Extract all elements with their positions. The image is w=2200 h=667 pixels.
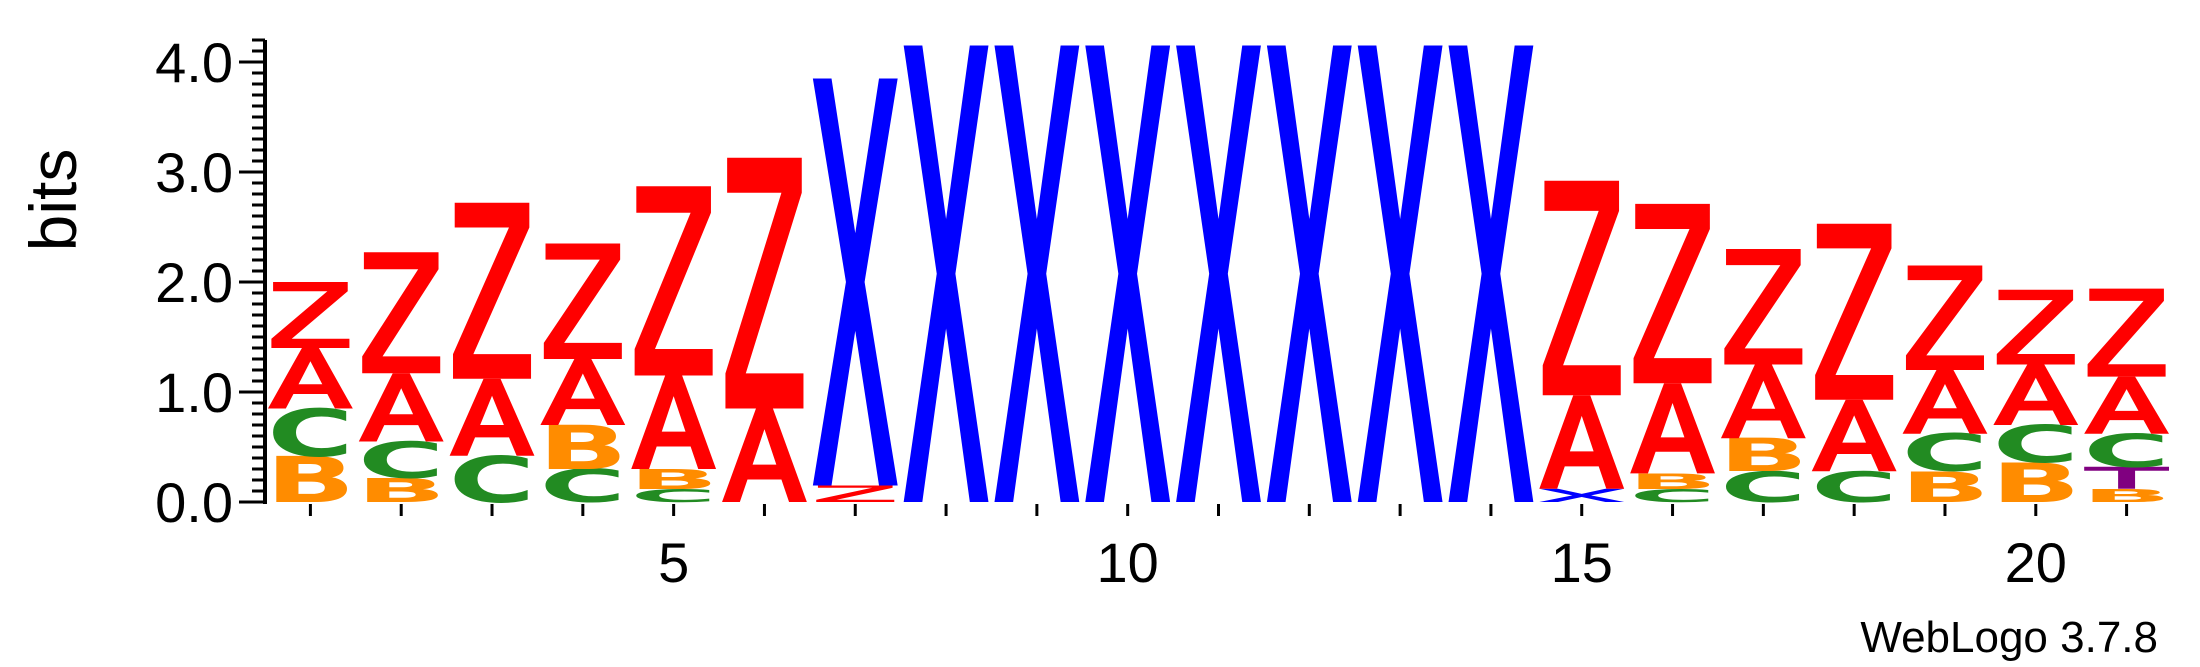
letter-b-pos-4: B [538, 414, 628, 484]
letter-z-pos-21 [2087, 288, 2166, 377]
logo-column-5: CB [629, 186, 719, 506]
letter-a-pos-5 [631, 375, 717, 469]
letter-z-pos-19 [1905, 265, 1984, 370]
letter-z-pos-2 [362, 252, 441, 374]
letter-c-pos-16: C [1629, 485, 1715, 506]
logo-column-7 [812, 78, 898, 502]
logo-column-1: BC [266, 282, 355, 517]
x-tick-label: 5 [658, 531, 689, 594]
logo-column-13 [1357, 45, 1443, 502]
logo-column-11 [1176, 45, 1261, 502]
letter-c-pos-19: C [1902, 424, 1988, 483]
x-axis-ticks: 5 10 15 20 [308, 504, 2129, 594]
y-tick-label: 2.0 [155, 251, 233, 314]
letter-z-pos-17 [1724, 249, 1803, 365]
letter-c-pos-21: C [2083, 425, 2169, 478]
letter-b-pos-17: B [1718, 430, 1808, 483]
letter-a-pos-17 [1720, 364, 1806, 439]
letter-z-pos-18 [1815, 223, 1894, 400]
logo-column-15 [1539, 180, 1625, 502]
letter-c-pos-20: C [1993, 416, 2079, 475]
letter-a-pos-6 [722, 408, 807, 502]
letter-z-pos-20 [1996, 289, 2075, 365]
letter-a-pos-15 [1539, 395, 1625, 489]
logo-column-9 [994, 45, 1080, 502]
letter-z-pos-4 [543, 243, 622, 359]
letter-c-pos-1: C [267, 396, 353, 471]
letter-c-pos-5: C [630, 485, 716, 506]
letter-b-pos-5: B [629, 464, 719, 495]
y-tick-label: 0.0 [155, 471, 233, 534]
logo-column-18: C [1811, 223, 1897, 512]
logo-column-2: BC [356, 252, 446, 510]
letter-a-pos-16 [1630, 383, 1715, 474]
logo-column-6 [722, 157, 807, 502]
logo-column-10 [1085, 45, 1171, 502]
letter-z-pos-16 [1633, 203, 1712, 384]
letter-a-pos-2 [358, 373, 444, 442]
logo-column-21: BC [2082, 288, 2172, 506]
letter-z-pos-5 [634, 186, 713, 376]
y-axis-title: bits [16, 149, 90, 252]
letter-a-pos-1 [268, 348, 353, 409]
logo-column-19: BC [1900, 265, 1990, 512]
letter-t-pos-21 [2084, 466, 2169, 489]
weblogo-credit: WebLogo 3.7.8 [1860, 613, 2158, 662]
letter-z-pos-15 [1542, 180, 1621, 396]
logo-column-8 [903, 45, 989, 502]
letter-b-pos-2: B [356, 472, 446, 510]
letter-z-pos-3 [453, 202, 532, 379]
x-tick-label: 10 [1097, 531, 1159, 594]
letter-c-pos-17: C [1720, 463, 1806, 512]
logo-column-17: CB [1718, 249, 1808, 512]
letter-z-pos-1 [271, 282, 350, 348]
y-axis-ticks: 0.0 1.0 2.0 3.0 4.0 [155, 31, 265, 534]
letter-a-pos-20 [1993, 364, 2079, 425]
letter-b-pos-21: B [2082, 485, 2172, 506]
letter-x-pos-9 [994, 45, 1080, 502]
logo-column-16: CB [1628, 203, 1717, 506]
x-tick-label: 20 [2005, 531, 2067, 594]
letter-x-pos-14 [1448, 45, 1534, 502]
letter-b-pos-19: B [1900, 463, 1990, 512]
letter-a-pos-18 [1811, 399, 1897, 472]
letter-x-pos-7 [812, 78, 898, 486]
y-tick-label: 4.0 [155, 31, 233, 94]
letter-a-pos-3 [449, 378, 535, 456]
letter-a-pos-4 [540, 359, 626, 425]
letter-a-pos-21 [2084, 376, 2169, 434]
logo-column-12 [1266, 45, 1352, 502]
letter-x-pos-8 [903, 45, 989, 502]
letter-z-pos-6 [725, 157, 804, 409]
letter-a-pos-19 [1902, 370, 1988, 434]
y-tick-label: 3.0 [155, 141, 233, 204]
letter-x-pos-13 [1357, 45, 1443, 502]
logo-column-20: BC [1991, 289, 2081, 515]
letter-z-pos-7 [816, 485, 895, 502]
logo-column-3: C [449, 202, 535, 517]
letter-x-pos-11 [1176, 45, 1261, 502]
letter-x-pos-12 [1266, 45, 1352, 502]
y-tick-label: 1.0 [155, 361, 233, 424]
letter-x-pos-10 [1085, 45, 1171, 502]
letter-c-pos-2: C [358, 432, 444, 490]
letter-x-pos-15 [1539, 488, 1625, 502]
logo-column-4: CB [538, 243, 628, 513]
x-tick-label: 15 [1551, 531, 1613, 594]
logo-column-14 [1448, 45, 1534, 502]
